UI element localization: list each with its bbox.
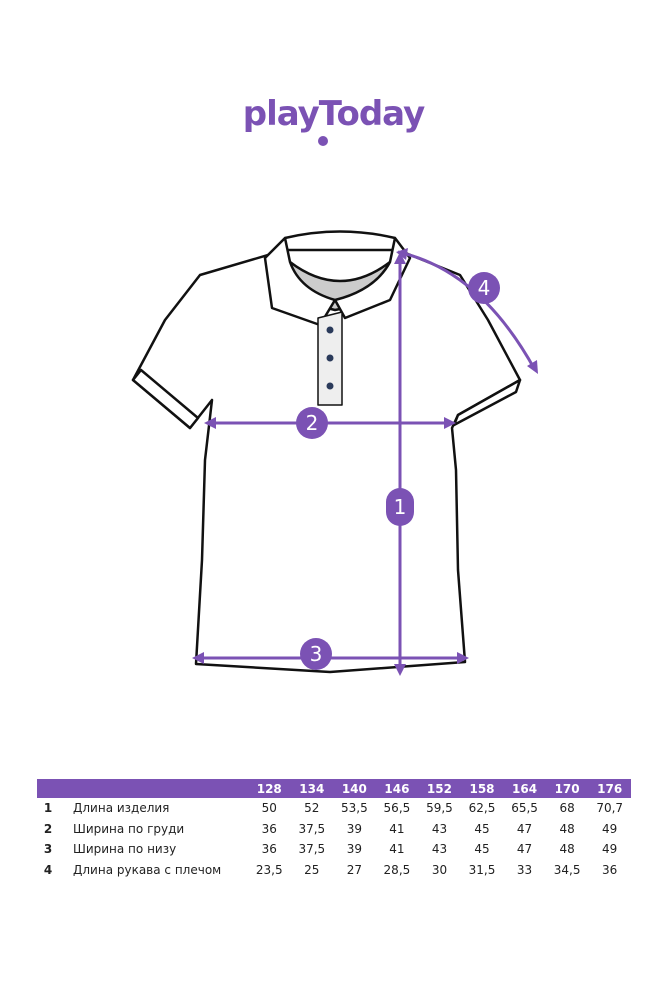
marker-4: 4 bbox=[478, 276, 491, 300]
table-cell: 62,5 bbox=[468, 801, 496, 816]
table-cell: 50 bbox=[261, 801, 277, 816]
arrowheads bbox=[192, 248, 538, 676]
marker-3: 3 bbox=[310, 642, 323, 666]
table-cell: 47 bbox=[516, 842, 533, 857]
table-cell: 34,5 bbox=[553, 862, 581, 877]
marker-1: 1 bbox=[394, 495, 407, 519]
row-label: Ширина по низу bbox=[73, 842, 177, 857]
polo-shirt-diagram: 1 2 3 4 bbox=[131, 230, 538, 676]
logo-dot bbox=[318, 136, 328, 146]
row-number: 1 bbox=[43, 801, 53, 816]
size-header: 170 bbox=[554, 781, 580, 796]
table-cell: 65,5 bbox=[511, 801, 538, 816]
brand-logo: playToday bbox=[242, 94, 426, 134]
table-cell: 68 bbox=[559, 801, 575, 816]
table-cell: 56,5 bbox=[383, 801, 411, 816]
size-header: 146 bbox=[384, 781, 410, 796]
row-number: 4 bbox=[43, 862, 53, 877]
size-header: 134 bbox=[299, 781, 325, 796]
row-label: Длина рукава с плечом bbox=[73, 862, 222, 877]
table-cell: 39 bbox=[346, 821, 362, 836]
shirt-outline bbox=[131, 230, 522, 674]
size-table: 128 134 140 146 152 158 164 170 176 1 Дл… bbox=[37, 779, 631, 880]
marker-2: 2 bbox=[306, 411, 319, 435]
table-cell: 37,5 bbox=[298, 821, 326, 836]
header-blank bbox=[37, 779, 248, 798]
table-row: 2 Ширина по груди 36 37,5 39 41 43 45 47 48 49 bbox=[37, 819, 631, 840]
table-cell: 23,5 bbox=[255, 862, 283, 877]
table-cell: 53,5 bbox=[341, 801, 368, 816]
size-header: 164 bbox=[512, 781, 538, 796]
table-cell: 27 bbox=[346, 862, 362, 877]
size-header: 128 bbox=[256, 781, 282, 796]
table-cell: 31,5 bbox=[468, 862, 496, 877]
table-row: 3 Ширина по низу 36 37,5 39 41 43 45 47 48 49 bbox=[37, 839, 631, 860]
row-number: 2 bbox=[43, 821, 53, 836]
table-cell: 59,5 bbox=[426, 801, 453, 816]
table-cell: 48 bbox=[559, 842, 575, 857]
table-cell: 36 bbox=[261, 842, 277, 857]
table-cell: 49 bbox=[602, 821, 618, 836]
size-header: 152 bbox=[426, 781, 452, 796]
table-cell: 39 bbox=[346, 842, 362, 857]
table-cell: 33 bbox=[516, 862, 533, 877]
table-cell: 36 bbox=[602, 862, 618, 877]
table-cell: 49 bbox=[602, 842, 618, 857]
table-cell: 37,5 bbox=[298, 842, 326, 857]
table-cell: 45 bbox=[474, 821, 490, 836]
table-cell: 47 bbox=[516, 821, 533, 836]
table-cell: 30 bbox=[431, 862, 448, 877]
table-cell: 70,7 bbox=[596, 801, 624, 816]
measurement-markers: 1 2 3 4 bbox=[296, 272, 500, 670]
size-header: 176 bbox=[597, 781, 623, 796]
table-cell: 45 bbox=[474, 842, 490, 857]
table-row: 1 Длина изделия 50 52 53,5 56,5 59,5 62,5 65,5 6… bbox=[37, 798, 631, 819]
table-cell: 52 bbox=[304, 801, 320, 816]
row-label: Длина изделия bbox=[73, 801, 170, 816]
size-header-row: 128 134 140 146 152 158 164 170 176 bbox=[37, 779, 631, 798]
row-label: Ширина по груди bbox=[73, 821, 185, 836]
table-cell: 43 bbox=[431, 842, 448, 857]
table-cell: 28,5 bbox=[383, 862, 411, 877]
size-header: 158 bbox=[469, 781, 495, 796]
table-cell: 25 bbox=[304, 862, 320, 877]
row-number: 3 bbox=[43, 842, 53, 857]
table-cell: 36 bbox=[261, 821, 277, 836]
table-row: 4 Длина рукава с плечом 23,5 25 27 28,5 30 31,… bbox=[37, 860, 631, 881]
size-header: 140 bbox=[341, 781, 367, 796]
buttons bbox=[326, 326, 334, 390]
table-cell: 41 bbox=[389, 821, 405, 836]
table-cell: 48 bbox=[559, 821, 575, 836]
table-cell: 43 bbox=[431, 821, 448, 836]
table-cell: 41 bbox=[389, 842, 405, 857]
